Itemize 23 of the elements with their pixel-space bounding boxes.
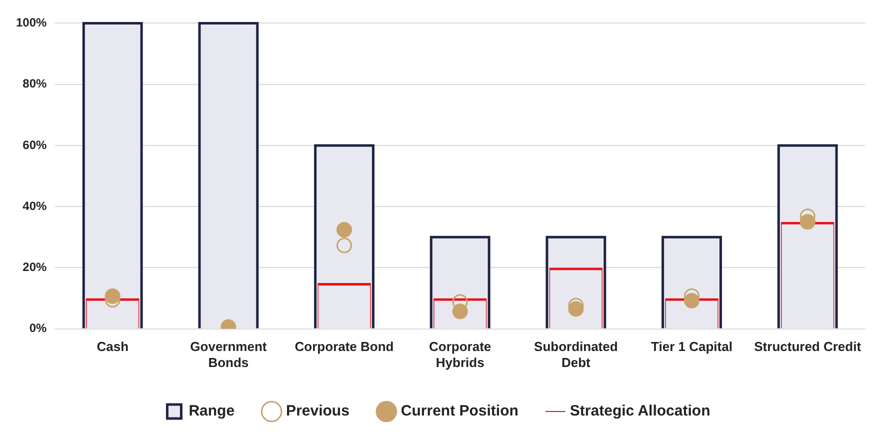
point (336, 222, 352, 238)
y-tick-label: 80% (22, 76, 48, 91)
point (336, 238, 352, 254)
y-tick-label: 60% (22, 138, 48, 152)
point (104, 288, 120, 304)
y-tick-label: 100% (16, 16, 48, 30)
y-tick-label: 20% (22, 260, 48, 274)
legend-label: Strategic Allocation (570, 402, 710, 420)
point (568, 301, 584, 317)
x-tick-label: Structured Credit (754, 339, 862, 354)
x-tick-label: Government Bonds (190, 339, 268, 370)
y-tick-label: 40% (22, 198, 48, 213)
x-tick-label: Corporate Bond (294, 339, 394, 354)
x-tick-label: Subordinated Debt (534, 339, 618, 370)
legend-label: Current Position (400, 402, 518, 420)
legend-label: Range (188, 402, 235, 420)
legend-label: Previous (286, 402, 350, 420)
x-tick-label: Corporate Hybrids (429, 339, 492, 370)
y-tick-label: 0% (29, 321, 48, 336)
x-tick-label: Tier 1 Capital (651, 339, 732, 354)
x-tick-label: Cash (96, 339, 129, 354)
point (800, 214, 816, 230)
point (684, 292, 700, 308)
